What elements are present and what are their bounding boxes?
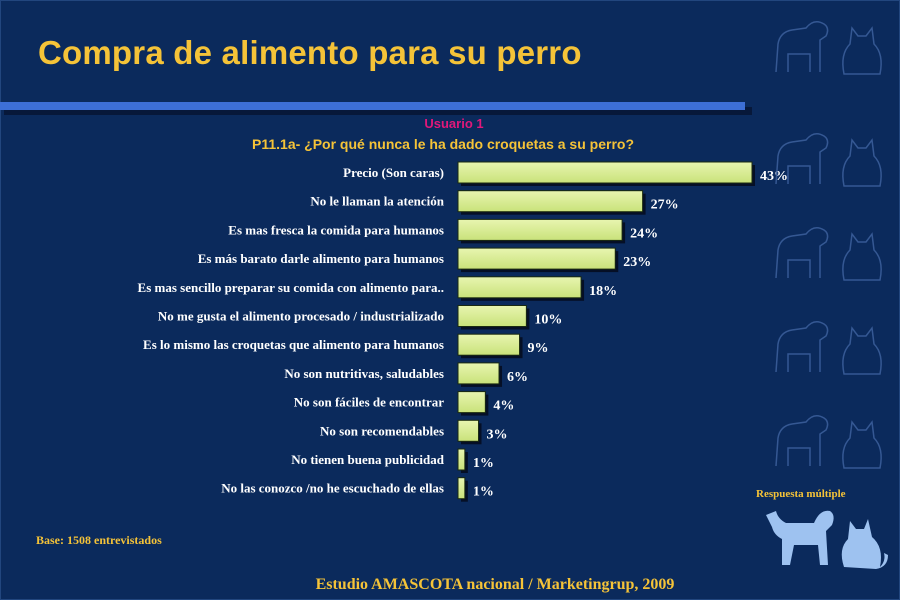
value-label: 43% xyxy=(760,169,788,184)
bar-row: Es lo mismo las croquetas que alimento p… xyxy=(143,333,549,359)
category-label: Es mas fresca la comida para humanos xyxy=(228,222,444,237)
source-footer: Estudio AMASCOTA nacional / Marketingrup… xyxy=(315,576,675,593)
category-label: No las conozco /no he escuchado de ellas xyxy=(221,481,444,496)
base-note: Base: 1508 entrevistados xyxy=(36,533,162,547)
bar xyxy=(457,391,486,414)
value-label: 1% xyxy=(473,456,494,471)
bar-row: No las conozco /no he escuchado de ellas… xyxy=(221,477,494,502)
bar xyxy=(457,305,527,327)
value-label: 4% xyxy=(493,399,514,414)
category-label: No le llaman la atención xyxy=(310,194,444,209)
category-label: No son fáciles de encontrar xyxy=(294,395,444,410)
dog-cat-outline-icon xyxy=(775,415,882,469)
value-label: 23% xyxy=(623,255,651,270)
dog-cat-outline-icon xyxy=(775,21,882,75)
bar xyxy=(457,218,623,241)
bar-row: No tienen buena publicidad 1% xyxy=(291,448,494,473)
value-label: 1% xyxy=(473,485,494,500)
chart-subtitle: Usuario 1 xyxy=(424,116,484,131)
value-label: 18% xyxy=(589,284,617,299)
category-label: Es mas sencillo preparar su comida con a… xyxy=(138,280,444,295)
bar xyxy=(457,419,480,442)
dog-cat-outline-icon xyxy=(775,321,882,375)
value-label: 27% xyxy=(651,198,679,213)
slide-title: Compra de alimento para su perro xyxy=(38,34,582,71)
bar xyxy=(457,448,466,471)
category-label: No son nutritivas, saludables xyxy=(284,366,444,381)
value-label: 3% xyxy=(487,427,508,442)
bar-row: Es mas sencillo preparar su comida con a… xyxy=(138,276,617,301)
bar xyxy=(457,333,521,356)
bar-row: No son recomendables 3% xyxy=(320,419,508,445)
bar xyxy=(457,161,753,184)
title-rule xyxy=(0,102,745,110)
dog-cat-logo-icon xyxy=(766,510,888,569)
bar xyxy=(457,276,582,299)
bar-row: Es más barato darle alimento para humano… xyxy=(198,247,651,273)
category-label: No me gusta el alimento procesado / indu… xyxy=(158,309,444,324)
category-label: Precio (Son caras) xyxy=(343,165,444,180)
chart-question: P11.1a- ¿Por qué nunca le ha dado croque… xyxy=(252,136,634,152)
bar xyxy=(457,190,644,213)
category-label: No tienen buena publicidad xyxy=(291,452,445,467)
dog-cat-outline-icon xyxy=(775,133,882,187)
value-label: 10% xyxy=(534,313,562,328)
bar-row: Precio (Son caras) 43% xyxy=(343,161,788,186)
value-label: 24% xyxy=(630,226,658,241)
category-label: Es más barato darle alimento para humano… xyxy=(198,251,444,266)
category-label: Es lo mismo las croquetas que alimento p… xyxy=(143,337,444,352)
value-label: 9% xyxy=(528,341,549,356)
bar-row: No me gusta el alimento procesado / indu… xyxy=(158,305,562,330)
multiple-response-note: Respuesta múltiple xyxy=(756,488,846,500)
bar-row: No son nutritivas, saludables 6% xyxy=(284,362,528,387)
bar-row: No le llaman la atención 27% xyxy=(310,190,679,215)
bar-row: Es mas fresca la comida para humanos 24% xyxy=(228,218,658,244)
bar xyxy=(457,247,616,270)
category-label: No son recomendables xyxy=(320,423,444,438)
value-label: 6% xyxy=(507,370,528,385)
dog-cat-outline-icon xyxy=(775,227,882,281)
bar xyxy=(457,477,466,500)
title-rule-shadow xyxy=(4,107,752,115)
bar xyxy=(457,362,500,385)
bar-row: No son fáciles de encontrar 4% xyxy=(294,391,514,416)
